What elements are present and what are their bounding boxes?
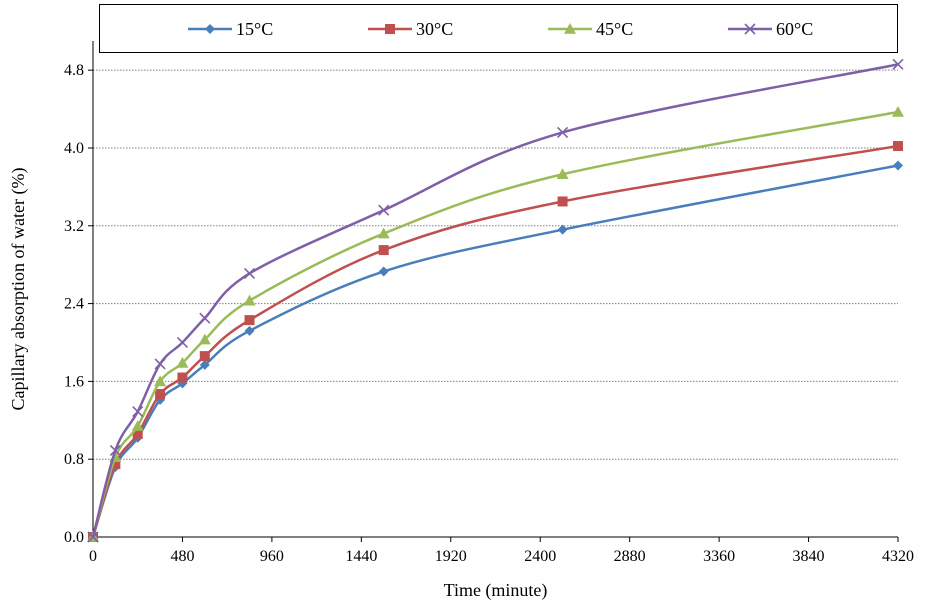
- legend-label: 60°C: [776, 19, 813, 39]
- x-tick-label: 3840: [793, 548, 825, 565]
- legend-label: 45°C: [596, 19, 633, 39]
- data-point: [177, 372, 188, 383]
- y-tick-label: 2.4: [64, 296, 84, 313]
- data-point: [154, 375, 167, 387]
- data-point: [110, 459, 121, 470]
- legend-item-1: 15°C: [188, 19, 273, 39]
- x-tick-label: 0: [89, 548, 97, 565]
- data-point: [199, 351, 210, 362]
- data-point: [557, 126, 569, 138]
- x-tick-label: 2880: [614, 548, 646, 565]
- data-point: [378, 266, 389, 277]
- y-tick-label: 0.0: [64, 529, 84, 546]
- marker-stroke: [176, 336, 189, 349]
- y-tick-label: 3.2: [64, 218, 84, 235]
- data-point: [87, 531, 99, 543]
- series-line: [91, 164, 899, 538]
- y-tick-label: 0.8: [64, 451, 84, 468]
- data-point: [176, 336, 189, 349]
- data-point: [378, 204, 390, 216]
- marker-stroke: [744, 23, 756, 35]
- series-line: [91, 110, 899, 538]
- marker-stroke: [243, 267, 256, 280]
- axes: [88, 41, 899, 542]
- data-point: [244, 315, 255, 326]
- data-point: [893, 160, 903, 171]
- x-tick-label: 960: [260, 548, 284, 565]
- marker-stroke: [154, 358, 166, 370]
- x-tick-label: 4320: [882, 548, 914, 565]
- y-tick-label: 4.8: [64, 62, 84, 79]
- data-point: [556, 168, 569, 180]
- marker-stroke: [557, 126, 569, 138]
- data-point: [243, 267, 256, 280]
- marker-stroke: [199, 312, 211, 324]
- marker-stroke: [892, 58, 904, 70]
- x-tick-label: 1440: [345, 548, 377, 565]
- data-point: [892, 58, 904, 70]
- x-tick-label: 480: [170, 548, 194, 565]
- legend-item-2: 30°C: [368, 19, 453, 39]
- x-tick-label: 2400: [524, 548, 556, 565]
- legend-marker: [564, 23, 576, 34]
- marker-stroke: [87, 531, 99, 543]
- legend-label: 15°C: [236, 19, 273, 39]
- data-point: [892, 105, 904, 117]
- series-line: [91, 144, 899, 538]
- data-point: [155, 389, 166, 400]
- data-point: [132, 428, 143, 439]
- legend: 15°C 30°C 45°C 60°C: [99, 4, 898, 53]
- data-point: [199, 312, 211, 324]
- data-point: [198, 333, 211, 345]
- legend-marker: [744, 23, 756, 35]
- marker-stroke: [109, 444, 121, 457]
- data-point: [109, 444, 121, 457]
- data-point: [244, 325, 255, 336]
- data-point: [893, 141, 903, 152]
- data-point: [557, 196, 568, 207]
- legend-label: 30°C: [416, 19, 453, 39]
- data-point: [378, 245, 389, 256]
- data-point: [131, 420, 144, 431]
- series-line: [91, 63, 899, 538]
- x-axis-title: Time (minute): [444, 580, 548, 601]
- axis-labels: 0.0 0.8 1.6 2.4 3.2 4.0 4.8 0 480 960 1440 1920 2400…: [8, 62, 914, 601]
- x-tick-label: 3360: [703, 548, 735, 565]
- data-point: [199, 359, 210, 370]
- marker-stroke: [132, 405, 144, 418]
- x-tick-label: 1920: [435, 548, 467, 565]
- series-group: [87, 58, 904, 543]
- data-point: [377, 227, 390, 239]
- legend-marker: [205, 24, 215, 34]
- marker-stroke: [378, 204, 390, 216]
- grid: [93, 69, 898, 460]
- series-4: [87, 58, 904, 543]
- data-point: [243, 294, 256, 306]
- legend-marker: [385, 24, 395, 34]
- data-point: [557, 224, 568, 235]
- legend-item-3: 45°C: [548, 19, 633, 39]
- legend-item-4: 60°C: [728, 19, 813, 39]
- y-tick-label: 4.0: [64, 140, 84, 157]
- series-3: [87, 105, 904, 542]
- y-tick-label: 1.6: [64, 373, 84, 390]
- data-point: [154, 358, 166, 370]
- data-point: [176, 356, 189, 368]
- series-2: [88, 141, 903, 542]
- data-point: [132, 405, 144, 418]
- y-axis-title: Capillary absorption of water (%): [8, 168, 29, 411]
